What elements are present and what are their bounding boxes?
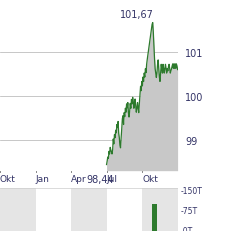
Text: Okt: Okt [142, 175, 158, 183]
Text: Jan: Jan [36, 175, 49, 183]
Text: 101,67: 101,67 [120, 10, 154, 20]
Bar [0, 188, 36, 231]
Text: Okt: Okt [0, 175, 16, 183]
Text: -0T: -0T [181, 227, 193, 231]
Text: Apr: Apr [71, 175, 87, 183]
Bar [71, 188, 107, 231]
Text: -150T: -150T [181, 186, 203, 195]
Text: Jul: Jul [107, 175, 118, 183]
Bar [142, 188, 178, 231]
Bar [152, 204, 157, 231]
Text: -75T: -75T [181, 207, 198, 216]
Text: 98,44: 98,44 [86, 174, 114, 184]
